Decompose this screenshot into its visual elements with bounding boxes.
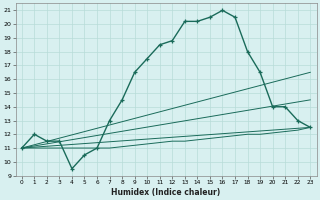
X-axis label: Humidex (Indice chaleur): Humidex (Indice chaleur) [111, 188, 221, 197]
